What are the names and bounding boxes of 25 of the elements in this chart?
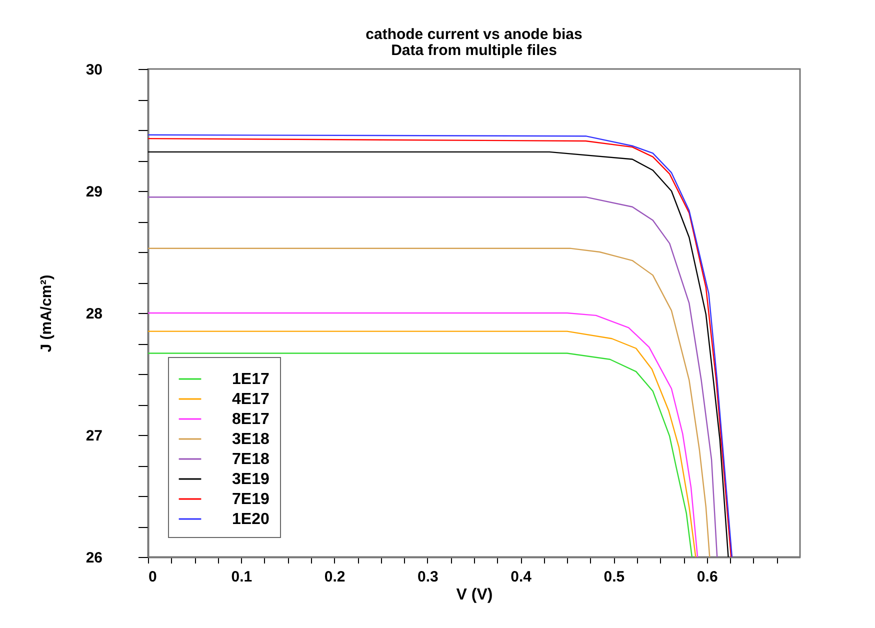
x-tick-label: 0.6 — [696, 568, 718, 586]
y-tick-label: 28 — [86, 306, 102, 322]
chart-subtitle: Data from multiple files — [391, 42, 557, 59]
x-tick-label: 0.4 — [510, 568, 532, 586]
y-axis-title: J (mA/cm²) — [38, 274, 55, 352]
legend-label: 3E19 — [232, 471, 270, 488]
x-tick-label: 0.5 — [604, 568, 625, 586]
legend-label: 8E17 — [232, 411, 270, 428]
x-tick-label: 0.2 — [324, 568, 346, 586]
y-tick-label: 26 — [86, 550, 102, 566]
line-series — [148, 248, 710, 557]
chart-title: cathode current vs anode bias — [366, 26, 582, 43]
legend-label: 3E18 — [232, 431, 270, 448]
y-tick-label: 29 — [86, 184, 102, 200]
legend-label: 1E17 — [232, 371, 270, 388]
y-tick-label: 30 — [86, 62, 102, 78]
legend-label: 1E20 — [232, 511, 270, 528]
x-tick-label: 0.1 — [231, 568, 252, 586]
legend-label: 4E17 — [232, 391, 270, 408]
x-tick-label: 0 — [148, 568, 157, 586]
legend-label: 7E18 — [232, 451, 270, 468]
legend-label: 7E19 — [232, 491, 270, 508]
x-axis-title: V (V) — [456, 586, 493, 604]
y-tick-label: 27 — [86, 428, 102, 444]
x-tick-label: 0.3 — [418, 568, 438, 586]
